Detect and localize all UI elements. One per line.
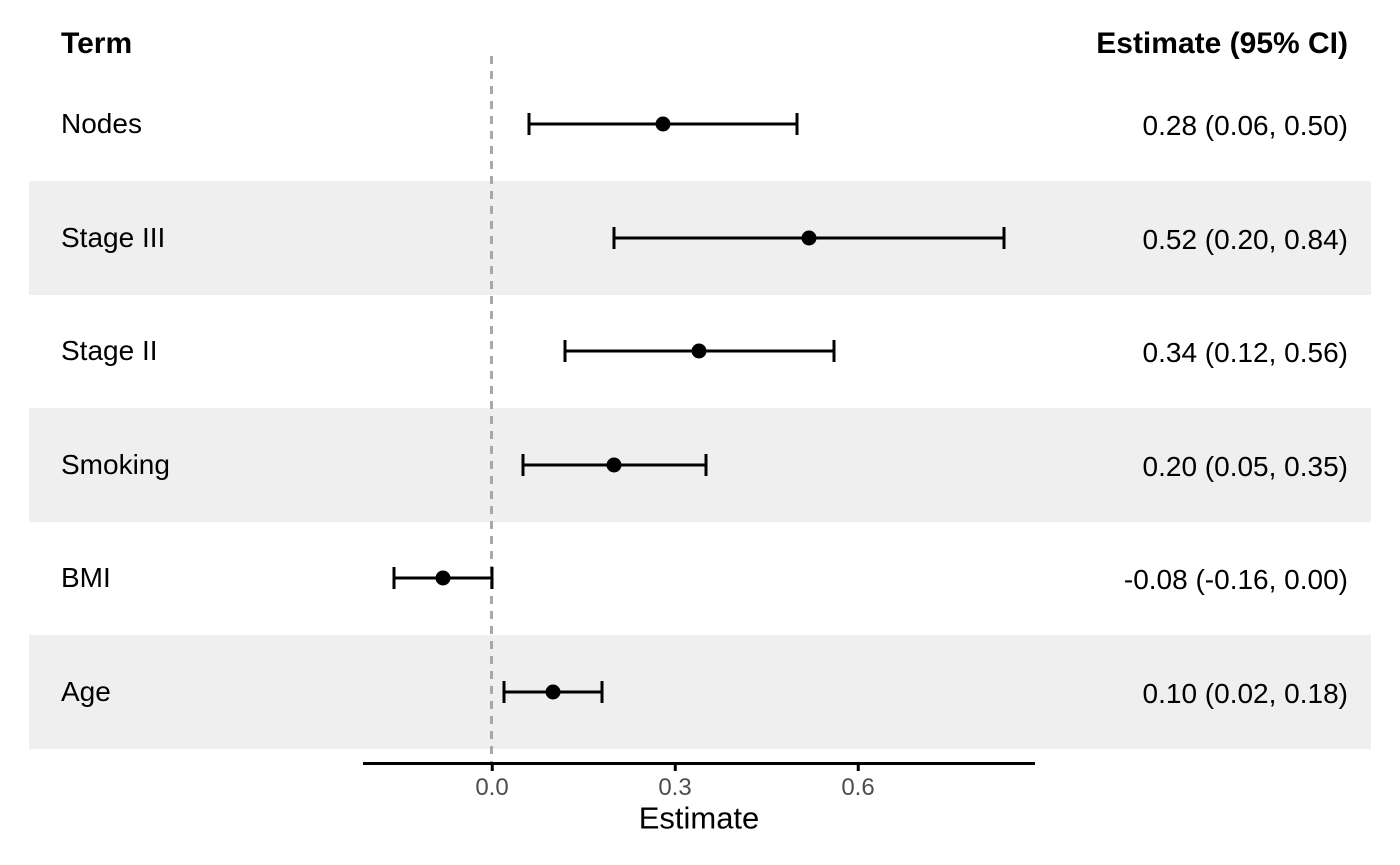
x-axis-tick-label: 0.3 <box>658 774 692 801</box>
term-label: Stage II <box>61 335 158 367</box>
estimate-ci-value: 0.28 (0.06, 0.50) <box>1142 110 1348 142</box>
estimate-ci-value: 0.10 (0.02, 0.18) <box>1142 677 1348 709</box>
term-label: Stage III <box>61 221 166 253</box>
x-axis-line <box>363 762 1035 765</box>
ci-lower-whisker-cap <box>527 113 531 136</box>
estimate-ci-value: 0.52 (0.20, 0.84) <box>1142 223 1348 255</box>
term-label: Nodes <box>61 108 142 140</box>
estimate-point <box>801 230 817 246</box>
x-axis-tick-label: 0.6 <box>841 774 875 801</box>
row-stripe <box>29 635 1371 749</box>
zero-reference-line <box>490 56 493 763</box>
x-axis-tick-mark <box>673 763 677 771</box>
ci-upper-whisker-cap <box>832 340 836 363</box>
estimate-ci-value: 0.34 (0.12, 0.56) <box>1142 337 1348 369</box>
ci-lower-whisker-cap <box>392 567 396 590</box>
ci-lower-whisker-cap <box>563 340 567 363</box>
estimate-point <box>435 570 451 586</box>
term-label: Age <box>61 675 111 707</box>
ci-lower-whisker-cap <box>521 453 524 476</box>
estimate-column-header: Estimate (95% CI) <box>1096 27 1348 60</box>
ci-upper-whisker-cap <box>1002 226 1006 249</box>
x-axis-tick-mark <box>856 763 860 771</box>
x-axis-tick-mark <box>490 763 494 771</box>
x-axis-title: Estimate <box>638 800 760 836</box>
term-label: BMI <box>61 562 111 594</box>
ci-upper-whisker-cap <box>490 567 494 590</box>
ci-upper-whisker-cap <box>704 453 707 476</box>
ci-lower-whisker-cap <box>612 226 616 249</box>
estimate-point <box>545 684 561 700</box>
estimate-ci-value: -0.08 (-0.16, 0.00) <box>1123 564 1348 596</box>
estimate-point <box>606 457 622 473</box>
term-label: Smoking <box>61 448 170 480</box>
x-axis-tick-label: 0.0 <box>475 774 509 801</box>
term-column-header: Term <box>61 27 133 60</box>
estimate-point <box>655 116 671 132</box>
ci-lower-whisker-cap <box>502 680 506 703</box>
estimate-ci-value: 0.20 (0.05, 0.35) <box>1142 450 1348 482</box>
estimate-point <box>691 343 707 359</box>
ci-upper-whisker-cap <box>600 680 604 703</box>
ci-upper-whisker-cap <box>795 113 799 136</box>
